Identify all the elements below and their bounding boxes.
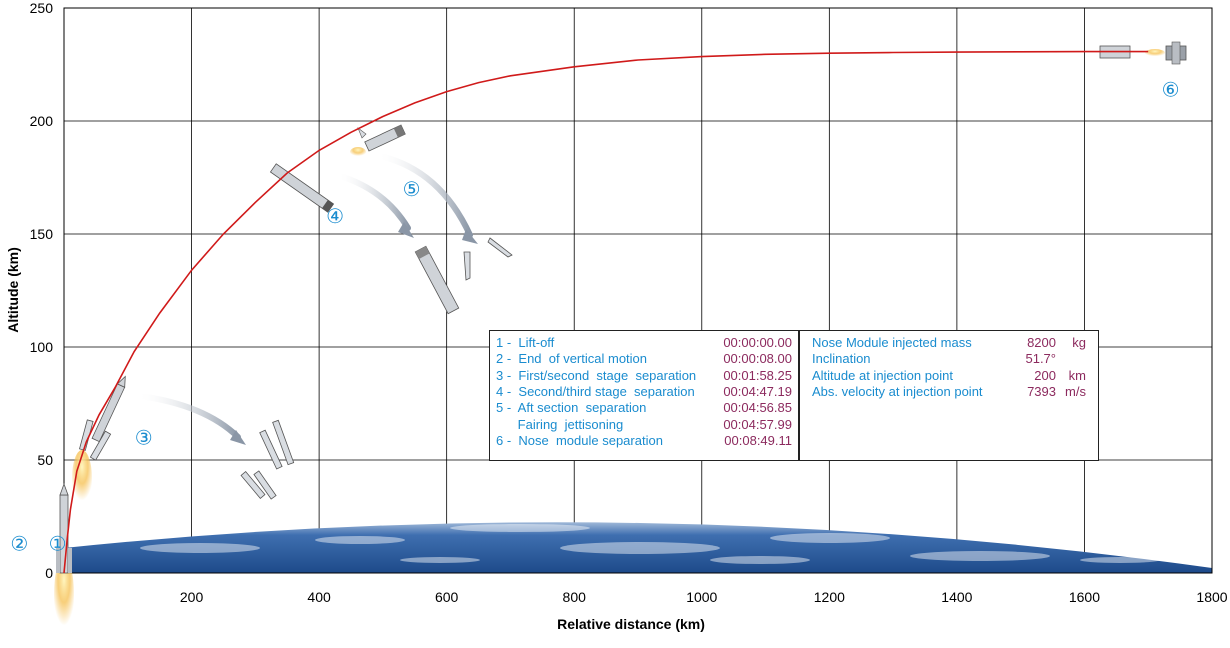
injection-table: Nose Module injected mass 8200 kg Inclinati… (799, 330, 1099, 461)
event-row: 5 - Aft section separation 00:04:56.85 (496, 400, 792, 416)
injection-row: Nose Module injected mass 8200 kg (812, 335, 1086, 351)
y-tick-label: 100 (30, 339, 54, 355)
x-tick-label: 1800 (1196, 589, 1227, 605)
aft-section-debris-icon (463, 237, 513, 281)
injection-row: Inclination 51.7° (812, 351, 1086, 367)
event-row: 2 - End of vertical motion 00:00:08.00 (496, 351, 792, 367)
event-time: 00:00:00.00 (723, 335, 792, 350)
y-tick-label: 250 (30, 0, 54, 16)
event-row: 4 - Second/third stage separation 00:04:4… (496, 384, 792, 400)
rocket-stage3-icon (350, 124, 406, 157)
injection-value: 51.7° (1025, 351, 1056, 367)
y-tick-labels: 0 50 100 150 200 250 (30, 0, 54, 581)
event-marker: ⑤ (403, 177, 421, 201)
trajectory-line (63, 50, 1149, 574)
event-row: Fairing jettisoning 00:04:57.99 (496, 417, 792, 433)
event-label: 4 - Second/third stage separation (496, 383, 695, 399)
event-markers: ①② ③ ④ ⑤ ⑥ (10, 77, 1179, 555)
plot-frame (63, 7, 1213, 574)
x-tick-label: 400 (307, 589, 331, 605)
event-label: 6 - Nose module separation (496, 432, 663, 448)
rocket-liftoff-icon (54, 482, 74, 633)
event-time: 00:04:47.19 (723, 383, 792, 399)
injection-unit: m/s (1065, 383, 1086, 399)
events-table: 1 - Lift-off 00:00:00.00 2 - End of vertic… (489, 330, 799, 461)
spent-stage2-icon (414, 245, 460, 315)
rocket-stage1-icon (72, 375, 126, 506)
event-time: 00:00:08.00 (723, 351, 792, 367)
event-row: 6 - Nose module separation 00:08:49.11 (496, 433, 792, 449)
y-tick-label: 50 (37, 452, 53, 468)
earth-surface (64, 522, 1212, 573)
event-marker: ⑥ (1162, 77, 1180, 101)
y-tick-label: 200 (30, 113, 54, 129)
event-label: Fairing jettisoning (496, 416, 624, 432)
nose-module-icon (1099, 41, 1187, 65)
y-axis-title: Altitude (km) (5, 247, 21, 333)
injection-value: 200 (1034, 367, 1056, 383)
injection-label: Altitude at injection point (812, 367, 953, 383)
event-time: 00:01:58.25 (723, 367, 792, 383)
x-tick-labels: 200 400 600 800 1000 1200 1400 1600 1800 (180, 589, 1228, 605)
event-marker: ① (49, 532, 67, 556)
event-label: 5 - Aft section separation (496, 400, 647, 416)
injection-unit: km (1068, 367, 1086, 383)
x-tick-label: 1200 (814, 589, 845, 605)
x-tick-label: 800 (563, 589, 587, 605)
separation-arrows (137, 153, 473, 440)
x-tick-label: 1600 (1069, 589, 1100, 605)
rocket-stage2-icon (269, 163, 335, 213)
event-marker: ② (10, 532, 28, 556)
injection-label: Nose Module injected mass (812, 335, 972, 350)
event-label: 2 - End of vertical motion (496, 351, 648, 367)
grid (63, 7, 1213, 574)
x-tick-label: 1000 (686, 589, 717, 605)
injection-row: Abs. velocity at injection point 7393 m/s (812, 384, 1086, 400)
event-label: 3 - First/second stage separation (496, 367, 697, 383)
spent-boosters-icon (240, 419, 295, 500)
event-label: 1 - Lift-off (496, 335, 555, 350)
x-axis-title: Relative distance (km) (557, 616, 705, 632)
x-tick-label: 600 (435, 589, 459, 605)
injection-value: 7393 (1027, 383, 1056, 399)
injection-label: Inclination (812, 351, 871, 367)
event-time: 00:08:49.11 (724, 432, 792, 448)
injection-row: Altitude at injection point 200 km (812, 368, 1086, 384)
injection-label: Abs. velocity at injection point (812, 383, 983, 399)
event-time: 00:04:57.99 (723, 416, 792, 432)
event-marker: ④ (326, 204, 344, 228)
injection-value: 8200 (1027, 335, 1056, 350)
event-time: 00:04:56.85 (723, 400, 792, 416)
arrow-heads (230, 222, 478, 445)
event-row: 1 - Lift-off 00:00:00.00 (496, 335, 792, 351)
x-tick-label: 200 (180, 589, 204, 605)
x-tick-label: 1400 (941, 589, 972, 605)
injection-unit: kg (1072, 335, 1086, 350)
event-row: 3 - First/second stage separation 00:01:5… (496, 368, 792, 384)
y-tick-label: 150 (30, 226, 54, 242)
y-tick-label: 0 (45, 565, 53, 581)
event-marker: ③ (135, 425, 153, 449)
